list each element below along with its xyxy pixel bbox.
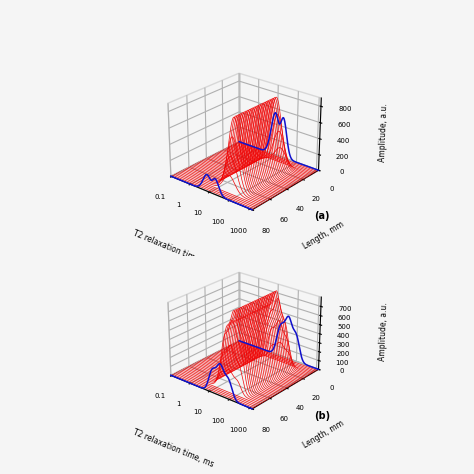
- Y-axis label: Length, mm: Length, mm: [302, 220, 346, 251]
- Text: (b): (b): [314, 410, 330, 420]
- Y-axis label: Length, mm: Length, mm: [302, 419, 346, 450]
- Text: (a): (a): [314, 211, 330, 221]
- X-axis label: T2 relaxation time, ms: T2 relaxation time, ms: [132, 229, 215, 270]
- X-axis label: T2 relaxation time, ms: T2 relaxation time, ms: [132, 428, 215, 469]
